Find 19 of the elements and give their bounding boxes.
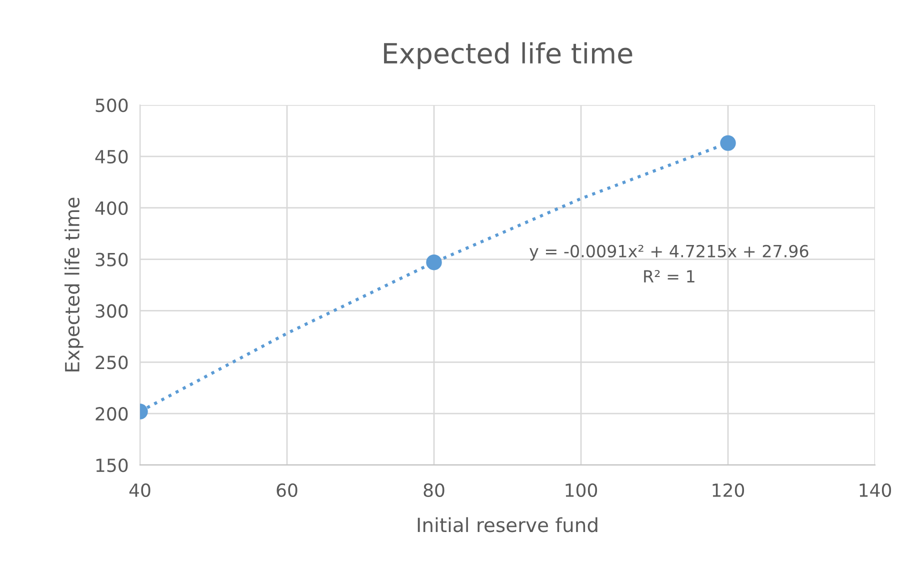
y-tick-label: 250 — [96, 356, 128, 370]
y-axis-title: Expected life time — [64, 198, 84, 372]
x-tick-label: 140 — [860, 483, 892, 498]
x-tick-label: 120 — [712, 483, 744, 498]
y-tick-label: 200 — [96, 407, 128, 421]
y-tick-label: 400 — [95, 201, 128, 215]
y-tick-label: 450 — [95, 150, 128, 164]
y-tick-label: 300 — [96, 304, 128, 318]
x-tick-label: 100 — [566, 483, 598, 498]
x-tick-label: 80 — [424, 483, 444, 498]
annotation: y = -0.0091x² + 4.7215x + 27.96 — [530, 244, 808, 261]
y-tick-label: 150 — [96, 458, 128, 472]
x-axis-title: Initial reserve fund — [418, 517, 598, 532]
x-tick-label: 60 — [276, 483, 298, 498]
y-tick-label: 500 — [96, 98, 128, 112]
annotation: R² = 1 — [644, 270, 694, 282]
chart-title: Expected life time — [384, 42, 632, 70]
x-tick-label: 40 — [129, 483, 150, 498]
y-tick-label: 350 — [96, 252, 128, 266]
